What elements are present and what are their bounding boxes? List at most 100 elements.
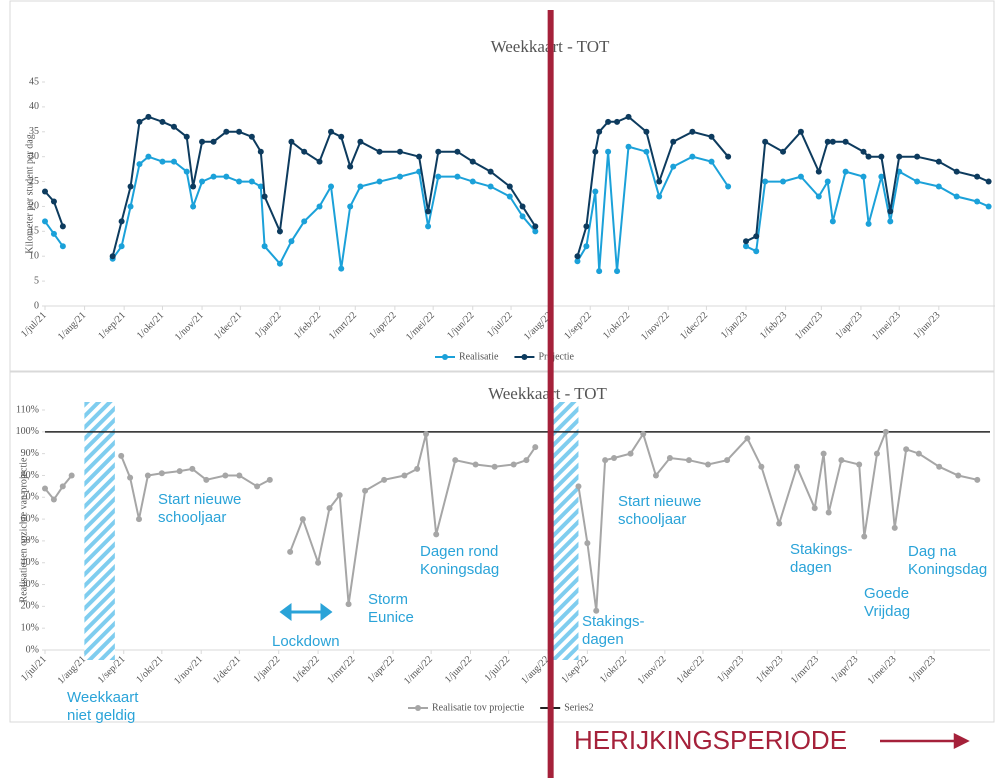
annotation: schooljaar xyxy=(158,509,226,526)
annotation: schooljaar xyxy=(618,511,686,528)
point xyxy=(780,178,787,185)
point xyxy=(222,472,229,479)
annotation: dagen xyxy=(790,559,832,576)
y-tick-label: 90% xyxy=(21,448,39,459)
point xyxy=(425,223,432,230)
y-tick-label: 80% xyxy=(21,470,39,481)
point xyxy=(985,203,992,210)
legend-label: Projectie xyxy=(538,351,574,362)
point xyxy=(396,148,403,155)
point xyxy=(435,148,442,155)
point xyxy=(347,163,354,170)
annotation: Stakings- xyxy=(790,541,853,558)
point xyxy=(574,258,581,265)
point xyxy=(59,243,66,250)
point xyxy=(376,178,383,185)
annotation: Dag na xyxy=(908,543,957,560)
y-tick-label: 110% xyxy=(16,404,39,415)
point xyxy=(596,128,603,135)
point xyxy=(189,465,196,472)
point xyxy=(288,238,295,245)
y-tick-label: 50% xyxy=(21,535,39,546)
point xyxy=(118,452,125,459)
annotation: Vrijdag xyxy=(864,603,910,620)
point xyxy=(614,268,621,275)
point xyxy=(685,457,692,464)
point xyxy=(452,457,459,464)
point xyxy=(656,178,663,185)
y-tick-label: 35 xyxy=(29,126,39,137)
point xyxy=(183,168,190,175)
point xyxy=(487,168,494,175)
point xyxy=(299,516,306,523)
point xyxy=(248,178,255,185)
point xyxy=(136,161,143,168)
point xyxy=(842,168,849,175)
point xyxy=(708,158,715,165)
point xyxy=(815,168,822,175)
point xyxy=(170,123,177,130)
point xyxy=(506,183,513,190)
annotation: dagen xyxy=(582,631,624,648)
point xyxy=(891,524,898,531)
point xyxy=(592,148,599,155)
point xyxy=(762,138,769,145)
point xyxy=(532,444,539,451)
point xyxy=(254,483,261,490)
point xyxy=(724,457,731,464)
point xyxy=(985,178,992,185)
point xyxy=(433,531,440,538)
annotation: Koningsdag xyxy=(420,561,499,578)
point xyxy=(878,153,885,160)
point xyxy=(109,253,116,260)
y-tick-label: 20 xyxy=(29,201,39,212)
annotation: Goede xyxy=(864,585,909,602)
series-line xyxy=(44,431,978,611)
point xyxy=(605,118,612,125)
point xyxy=(611,455,618,461)
annotation: Koningsdag xyxy=(908,561,987,578)
shaded-range xyxy=(84,402,115,660)
y-axis-label: Kilometer per student per dag xyxy=(24,134,35,253)
point xyxy=(59,223,66,230)
point xyxy=(423,431,430,437)
point xyxy=(145,153,152,160)
point xyxy=(842,138,849,145)
point xyxy=(865,220,872,227)
point xyxy=(472,461,479,468)
panel-bottom xyxy=(9,371,995,723)
point xyxy=(625,113,632,120)
point xyxy=(666,455,673,461)
point xyxy=(896,153,903,160)
point xyxy=(416,153,423,160)
y-tick-label: 25 xyxy=(29,176,39,187)
point xyxy=(953,193,960,200)
point xyxy=(873,450,880,457)
point xyxy=(326,505,333,512)
point xyxy=(829,138,836,145)
point xyxy=(743,243,750,250)
point xyxy=(301,148,308,155)
point xyxy=(145,113,152,120)
annotation: Lockdown xyxy=(272,633,340,650)
point xyxy=(469,158,476,165)
y-tick-label: 20% xyxy=(21,601,39,612)
point xyxy=(223,173,230,180)
point xyxy=(705,461,712,468)
point xyxy=(744,435,751,442)
point xyxy=(825,509,832,516)
y-axis-label: Realisatie ten opzichte van projectie xyxy=(18,457,29,602)
point xyxy=(127,474,134,481)
point xyxy=(257,148,264,155)
point xyxy=(656,193,663,200)
point xyxy=(144,472,151,479)
point xyxy=(953,168,960,175)
point xyxy=(210,138,217,145)
point xyxy=(815,193,822,200)
point xyxy=(435,173,442,180)
point xyxy=(670,163,677,170)
point xyxy=(276,260,283,267)
point xyxy=(936,463,943,470)
point xyxy=(935,158,942,165)
